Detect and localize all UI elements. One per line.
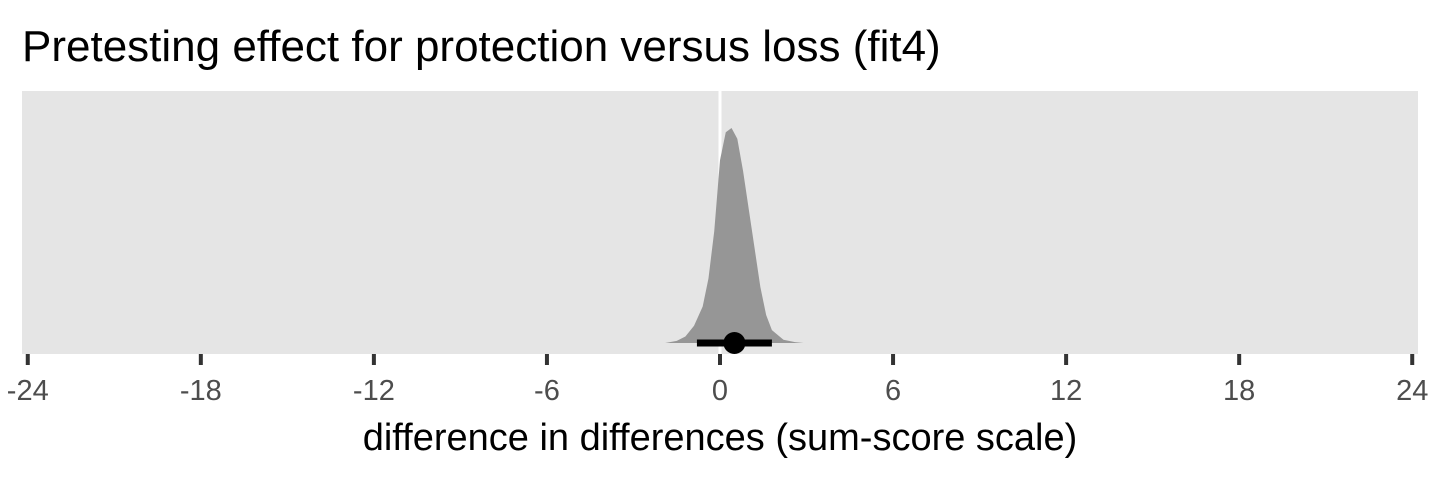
chart-title: Pretesting effect for protection versus …: [22, 22, 941, 71]
x-tick-label: -18: [180, 375, 222, 407]
x-axis: -24 -18 -12 -6 0 6 12 18 24: [7, 354, 1428, 407]
x-tick-label: 6: [885, 375, 901, 407]
x-tick-label: -24: [7, 375, 49, 407]
x-tick-label: 24: [1396, 375, 1428, 407]
x-axis-label: difference in differences (sum-score sca…: [363, 417, 1078, 459]
marks-layer: [665, 91, 804, 354]
x-tick-label: 18: [1223, 375, 1255, 407]
x-tick-label: 0: [712, 375, 728, 407]
x-tick-label: -12: [353, 375, 395, 407]
density-area: [665, 128, 804, 343]
x-tick-label: 12: [1050, 375, 1082, 407]
x-tick-label: -6: [534, 375, 560, 407]
point-estimate: [723, 332, 746, 354]
